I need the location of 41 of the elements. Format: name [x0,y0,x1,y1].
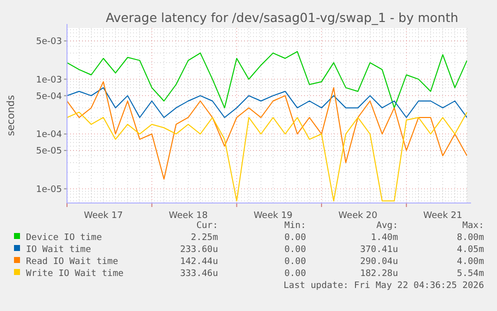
y-tick-label: 5e-05 [36,146,62,157]
text: 0.00 [284,257,306,267]
text: 142.44u [180,257,218,267]
y-tick-label: 5e-04 [36,92,62,102]
text: 4.05m [456,245,484,255]
line-series [67,81,467,180]
text: 182.28u [360,269,398,279]
y-tick-label: 1e-05 [36,184,62,195]
text: 5.54m [456,269,484,279]
text: 0.00 [284,245,306,255]
x-tick-label: Week 19 [254,211,293,221]
legend-label: Write IO Wait time [26,269,124,279]
x-tick-label: Week 18 [168,211,208,221]
text: 233.60u [180,245,218,255]
text: 2.25m [190,233,218,243]
text: 0.00 [284,233,306,243]
text: Avg: [376,221,398,231]
text: Max: [462,221,484,231]
legend-label: Read IO Wait time [26,257,118,267]
text: 4.00m [456,257,484,267]
x-tick-label: Week 17 [84,211,123,221]
line-series [67,87,467,118]
text: Min: [284,221,306,231]
line-series [67,51,467,108]
x-tick-label: Week 20 [338,211,378,221]
text: 290.04u [360,257,398,267]
text: 8.00m [456,233,484,243]
legend-label: Device IO time [26,233,102,243]
y-axis-title: seconds [6,95,17,136]
text: 0.00 [284,269,306,279]
text: 1.40m [370,233,398,243]
text: 333.46u [180,269,218,279]
y-tick-label: 1e-04 [36,130,62,140]
text: Last update: Fri May 22 04:36:25 2026 [284,281,484,291]
y-tick-label: 5e-03 [36,37,62,48]
x-tick-label: Week 21 [423,211,462,221]
text: 370.41u [360,245,398,255]
chart-title: Average latency for /dev/sasag01-vg/swap_1 - by month [106,10,458,25]
y-tick-label: 1e-03 [36,75,62,86]
text: Cur: [196,221,218,231]
legend-label: IO Wait time [26,245,92,255]
